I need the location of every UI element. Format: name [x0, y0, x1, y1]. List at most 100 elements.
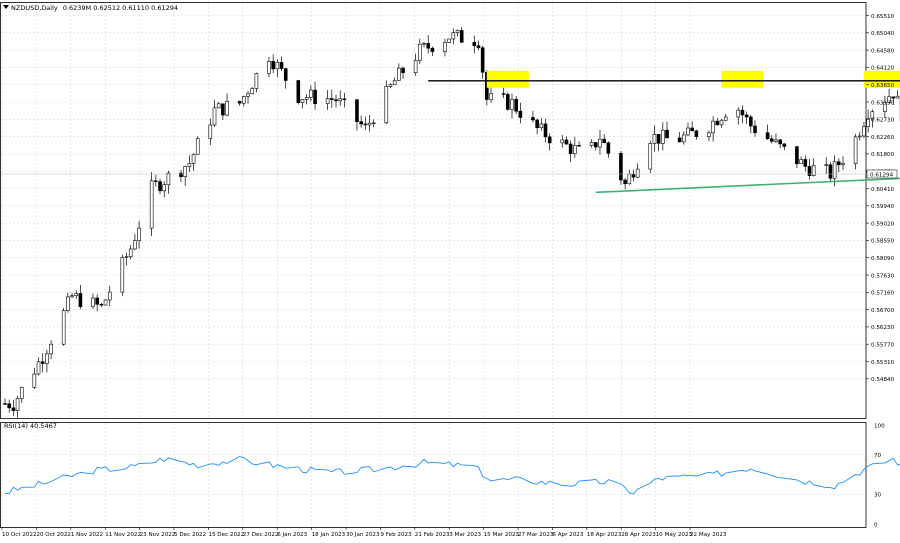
candle [657, 134, 660, 151]
candle [355, 99, 358, 131]
candle-body [360, 122, 363, 124]
candle [284, 68, 287, 89]
candle-body [209, 125, 212, 139]
candle [749, 115, 752, 134]
candle [188, 155, 191, 172]
ohlc-label: 0.6239M 0.62512 0.61110 0.61294 [63, 4, 178, 12]
price-tick-label: 0.65510 [871, 14, 895, 20]
candle [314, 82, 317, 110]
candle [829, 162, 832, 182]
candle [226, 93, 229, 116]
candle [544, 119, 547, 142]
candle-body [100, 304, 103, 305]
candle-body [12, 408, 15, 411]
candle [443, 39, 446, 57]
candle-body [50, 344, 53, 354]
candle [129, 245, 132, 259]
candle-body [506, 94, 509, 109]
candle-body [372, 123, 375, 124]
candle [276, 59, 279, 77]
candles [4, 27, 900, 418]
candle [71, 293, 74, 299]
candle [192, 153, 195, 170]
candle-body [544, 124, 547, 137]
candle [536, 119, 539, 135]
candle-body [314, 90, 317, 104]
candle [150, 172, 153, 236]
dropdown-triangle-icon[interactable] [3, 5, 9, 9]
candle-body [607, 143, 610, 154]
candle-body [397, 68, 400, 80]
candle-body [66, 297, 69, 311]
candle [481, 46, 484, 79]
candle-body [837, 162, 840, 165]
price-tick-label: 0.65040 [871, 31, 895, 37]
main-panel-border [1, 3, 867, 419]
rsi-tick-label: 0 [874, 522, 878, 528]
candle-body [548, 137, 551, 143]
candle [682, 131, 685, 144]
candle [423, 42, 426, 48]
candle [603, 134, 606, 143]
candle [196, 136, 199, 155]
candle-body [108, 292, 111, 300]
candle-body [829, 165, 832, 179]
candle [335, 95, 338, 107]
candle-body [854, 137, 857, 164]
candle-body [121, 258, 124, 293]
candle-body [188, 163, 191, 166]
candle [330, 90, 333, 108]
price-tick-label: 0.58550 [871, 239, 895, 245]
candle-body [578, 145, 581, 146]
candle-body [41, 362, 44, 364]
candle-body [96, 298, 99, 304]
candle-body [783, 144, 786, 147]
current-price-label: 0.61294 [870, 172, 894, 178]
candle-body [192, 154, 195, 163]
candle-body [682, 135, 685, 142]
candle-body [749, 117, 752, 126]
candle [368, 115, 371, 132]
candle-body [515, 99, 518, 111]
candle-body [833, 162, 836, 179]
candle-body [280, 62, 283, 68]
candle [427, 35, 430, 53]
candle [75, 290, 78, 299]
price-tick-label: 0.62260 [871, 135, 895, 141]
candle-body [519, 111, 522, 117]
candle [209, 118, 212, 145]
candle-body [75, 294, 78, 296]
candle-body [754, 126, 757, 133]
candle [867, 110, 870, 133]
candle-body [800, 159, 803, 163]
candle [598, 130, 601, 155]
candle-body [389, 85, 392, 87]
candle-body [619, 153, 622, 180]
time-tick-label: 1 Nov 2022 [71, 532, 103, 538]
candle [707, 130, 710, 141]
candle-body [129, 249, 132, 257]
candle [745, 112, 748, 124]
candle [364, 117, 367, 130]
candle [502, 86, 505, 98]
candle [108, 286, 111, 306]
candle-body [741, 110, 744, 115]
time-tick-label: 9 Feb 2023 [380, 532, 412, 538]
candle [12, 400, 15, 416]
candle-body [104, 300, 107, 305]
candle-body [427, 43, 430, 48]
price-tick-label: 0.63190 [871, 100, 895, 106]
candle [184, 166, 187, 186]
candle-body [213, 108, 216, 125]
candle [712, 116, 715, 141]
candle-body [502, 94, 505, 95]
time-tick-label: 23 Nov 2022 [140, 532, 176, 538]
candle-body [624, 180, 627, 184]
candle-body [62, 311, 65, 345]
candle [515, 96, 518, 114]
candle-body [138, 228, 141, 240]
candle [678, 132, 681, 142]
time-tick-label: 10 Oct 2022 [2, 532, 37, 538]
header: NZDUSD,Daily 0.6239M 0.62512 0.61110 0.6… [3, 4, 178, 12]
